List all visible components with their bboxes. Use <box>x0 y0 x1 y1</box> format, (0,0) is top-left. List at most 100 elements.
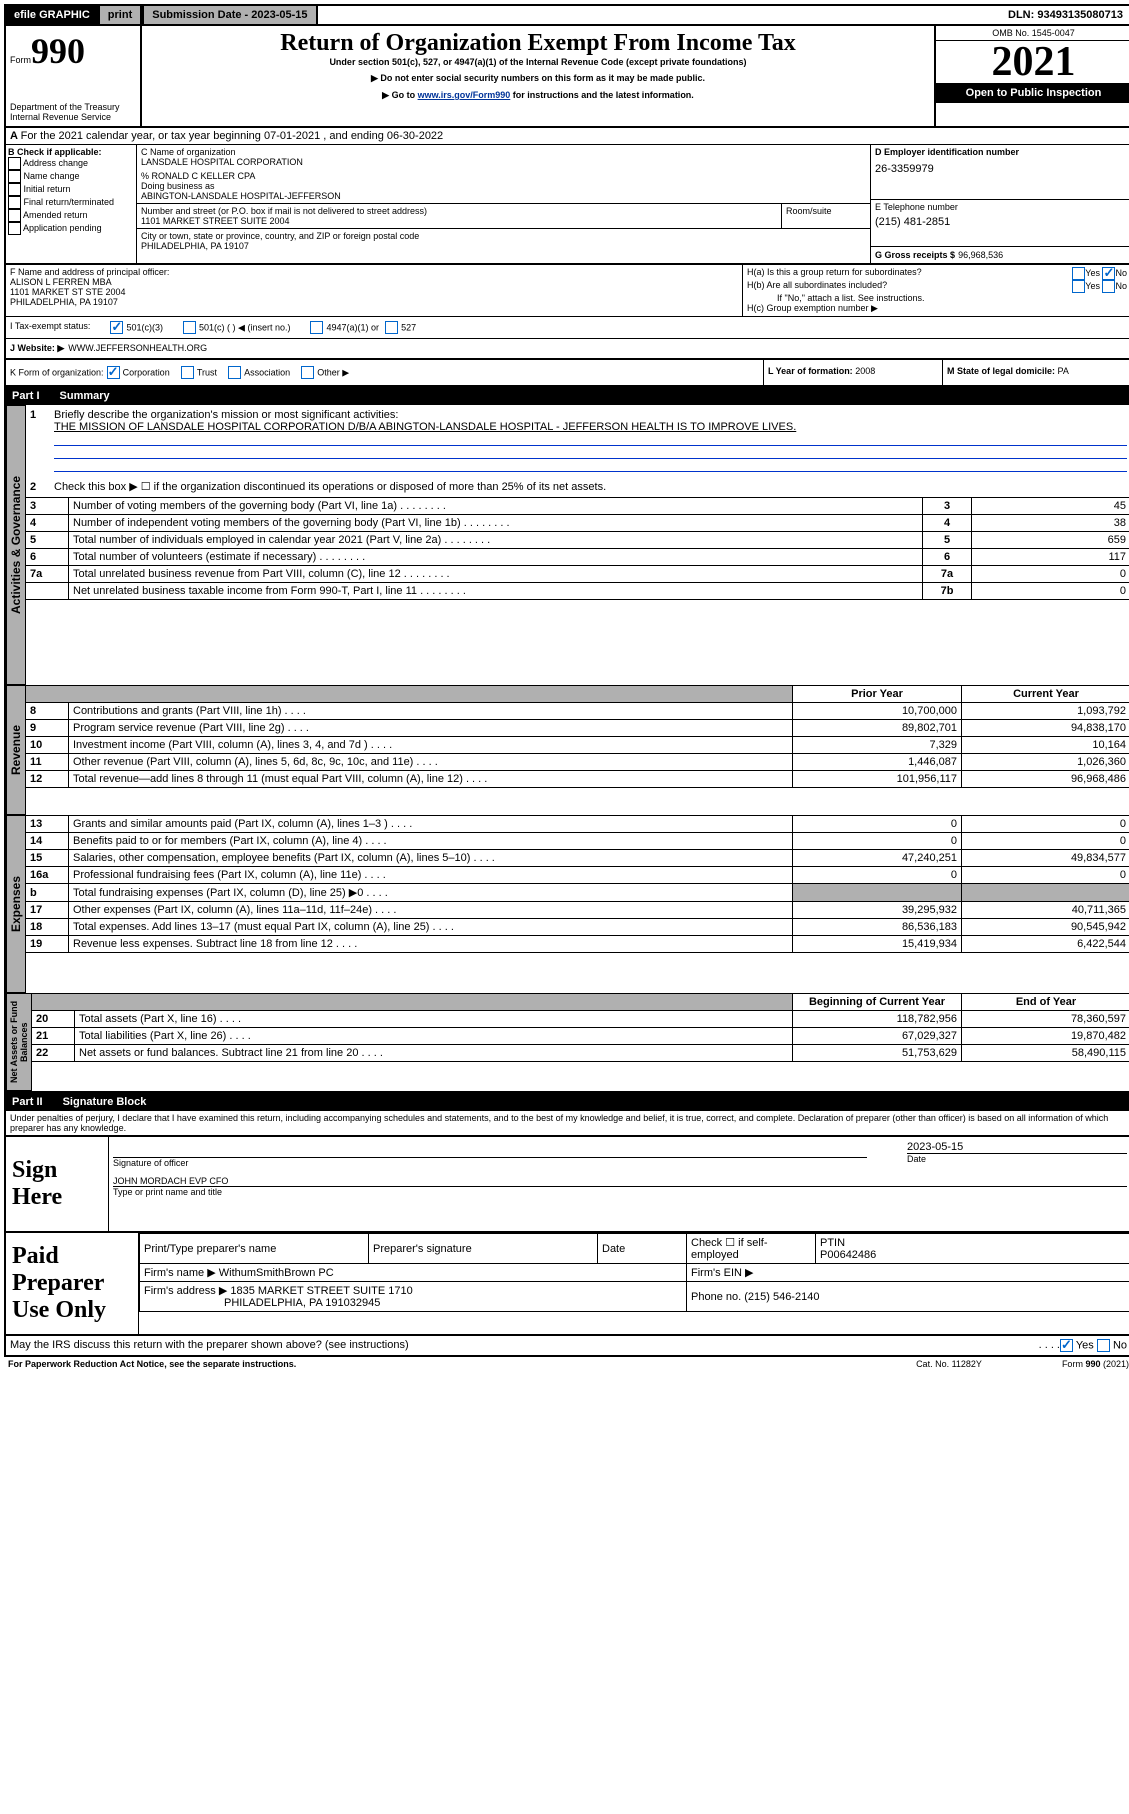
hb-yes-checkbox[interactable] <box>1072 280 1085 293</box>
app-pending-label: Application pending <box>23 223 102 233</box>
goto-prefix: ▶ Go to <box>382 90 417 100</box>
hb-no-checkbox[interactable] <box>1102 280 1115 293</box>
b-label: B Check if applicable: <box>8 147 134 157</box>
assoc-checkbox[interactable] <box>228 366 241 379</box>
dba-value: ABINGTON-LANSDALE HOSPITAL-JEFFERSON <box>141 191 866 201</box>
part1-body: Activities & Governance 1Briefly describ… <box>4 405 1129 685</box>
mission-line3 <box>54 446 1127 459</box>
527-checkbox[interactable] <box>385 321 398 334</box>
netassets-block: Net Assets or Fund Balances Beginning of… <box>4 993 1129 1093</box>
paperwork-notice: For Paperwork Reduction Act Notice, see … <box>8 1359 296 1369</box>
footer-row: For Paperwork Reduction Act Notice, see … <box>4 1357 1129 1371</box>
goto-suffix: for instructions and the latest informat… <box>510 90 694 100</box>
501c-checkbox[interactable] <box>183 321 196 334</box>
exp-label: Expenses <box>6 815 26 993</box>
table-row: 9 Program service revenue (Part VIII, li… <box>26 720 1129 737</box>
final-return-checkbox[interactable] <box>8 196 21 209</box>
na-label: Net Assets or Fund Balances <box>6 993 32 1091</box>
ha-no-checkbox[interactable] <box>1102 267 1115 280</box>
hc-label: H(c) Group exemption number ▶ <box>747 303 1127 314</box>
street-label: Number and street (or P.O. box if mail i… <box>141 206 777 216</box>
domicile-state: PA <box>1058 366 1069 376</box>
c-column: C Name of organization LANSDALE HOSPITAL… <box>137 145 870 263</box>
paid-preparer-block: Paid Preparer Use Only Print/Type prepar… <box>4 1233 1129 1336</box>
irs-link[interactable]: www.irs.gov/Form990 <box>418 90 511 100</box>
q2-num: 2 <box>30 481 54 493</box>
part1-label: Part I <box>12 390 40 402</box>
prep-date-label: Date <box>598 1234 687 1264</box>
dln-label: DLN: 93493135080713 <box>1000 6 1129 24</box>
trust-checkbox[interactable] <box>181 366 194 379</box>
form-number-cell: Form990 Department of the Treasury Inter… <box>6 26 142 126</box>
a-line-text: For the 2021 calendar year, or tax year … <box>21 130 444 142</box>
firm-name-label: Firm's name ▶ <box>144 1267 216 1279</box>
mission-text: THE MISSION OF LANSDALE HOSPITAL CORPORA… <box>30 421 1127 433</box>
room-label: Room/suite <box>786 206 866 216</box>
table-row: 4 Number of independent voting members o… <box>26 515 1129 532</box>
dept-treasury: Department of the Treasury <box>10 102 136 112</box>
c-name-label: C Name of organization <box>141 147 866 157</box>
form-prefix: Form <box>10 55 31 65</box>
q1-text: Briefly describe the organization's miss… <box>54 409 398 421</box>
discuss-yes-checkbox[interactable] <box>1060 1339 1073 1352</box>
discuss-no-checkbox[interactable] <box>1097 1339 1110 1352</box>
i-row: I Tax-exempt status: 501(c)(3) 501(c) ( … <box>4 317 1129 339</box>
initial-return-checkbox[interactable] <box>8 183 21 196</box>
hb-label: H(b) Are all subordinates included? <box>747 280 1072 293</box>
prep-phone: (215) 546-2140 <box>744 1291 819 1303</box>
501c3-checkbox[interactable] <box>110 321 123 334</box>
part1-title: Summary <box>60 390 110 402</box>
city-value: PHILADELPHIA, PA 19107 <box>141 241 866 251</box>
revenue-block: Revenue Prior Year Current Year8 Contrib… <box>4 685 1129 815</box>
table-row: Net unrelated business taxable income fr… <box>26 583 1129 600</box>
q1-num: 1 <box>30 409 54 421</box>
part2-header: Part II Signature Block <box>4 1093 1129 1111</box>
hb-no-label: No <box>1115 281 1127 291</box>
check-self-employed: Check ☐ if self-employed <box>687 1234 816 1264</box>
prep-sig-label: Preparer's signature <box>369 1234 598 1264</box>
top-bar: efile GRAPHIC print Submission Date - 20… <box>4 4 1129 26</box>
ha-yes-checkbox[interactable] <box>1072 267 1085 280</box>
discuss-yes-label: Yes <box>1076 1339 1094 1351</box>
f-label: F Name and address of principal officer: <box>10 267 738 277</box>
street-value: 1101 MARKET STREET SUITE 2004 <box>141 216 777 226</box>
part1-header: Part I Summary <box>4 387 1129 405</box>
trust-label: Trust <box>197 367 217 377</box>
form-header: Form990 Department of the Treasury Inter… <box>4 26 1129 128</box>
m-label: M State of legal domicile: <box>947 366 1055 376</box>
deg-column: D Employer identification number 26-3359… <box>870 145 1129 263</box>
fh-block: F Name and address of principal officer:… <box>4 263 1129 317</box>
rev-label: Revenue <box>6 685 26 815</box>
other-label: Other ▶ <box>317 367 349 377</box>
part2-title: Signature Block <box>63 1096 147 1108</box>
dept-irs: Internal Revenue Service <box>10 112 136 122</box>
discuss-no-label: No <box>1113 1339 1127 1351</box>
table-row: 6 Total number of volunteers (estimate i… <box>26 549 1129 566</box>
cat-number: Cat. No. 11282Y <box>916 1359 982 1369</box>
501c3-label: 501(c)(3) <box>126 322 163 332</box>
amended-return-checkbox[interactable] <box>8 209 21 222</box>
ein-value: 26-3359979 <box>875 163 1127 175</box>
table-row: 19 Revenue less expenses. Subtract line … <box>26 936 1129 953</box>
name-change-checkbox[interactable] <box>8 170 21 183</box>
addr-change-checkbox[interactable] <box>8 157 21 170</box>
corp-checkbox[interactable] <box>107 366 120 379</box>
4947-checkbox[interactable] <box>310 321 323 334</box>
final-return-label: Final return/terminated <box>24 197 115 207</box>
city-label: City or town, state or province, country… <box>141 231 866 241</box>
k-cell: K Form of organization: Corporation Trus… <box>6 360 763 385</box>
app-pending-checkbox[interactable] <box>8 222 21 235</box>
goto-note: ▶ Go to www.irs.gov/Form990 for instruct… <box>146 90 930 101</box>
print-button[interactable]: print <box>98 6 142 24</box>
paid-preparer-label: Paid Preparer Use Only <box>6 1233 139 1334</box>
firm-addr-label: Firm's address ▶ <box>144 1285 227 1297</box>
ag-label: Activities & Governance <box>6 405 26 685</box>
k-label: K Form of organization: <box>10 367 104 377</box>
other-checkbox[interactable] <box>301 366 314 379</box>
firm-name: WithumSmithBrown PC <box>219 1267 334 1279</box>
omb-cell: OMB No. 1545-0047 2021 Open to Public In… <box>934 26 1129 126</box>
date-label: Date <box>907 1153 1127 1164</box>
ha-no-label: No <box>1115 268 1127 278</box>
table-header-row: Prior Year Current Year <box>26 686 1129 703</box>
table-row: 17 Other expenses (Part IX, column (A), … <box>26 902 1129 919</box>
